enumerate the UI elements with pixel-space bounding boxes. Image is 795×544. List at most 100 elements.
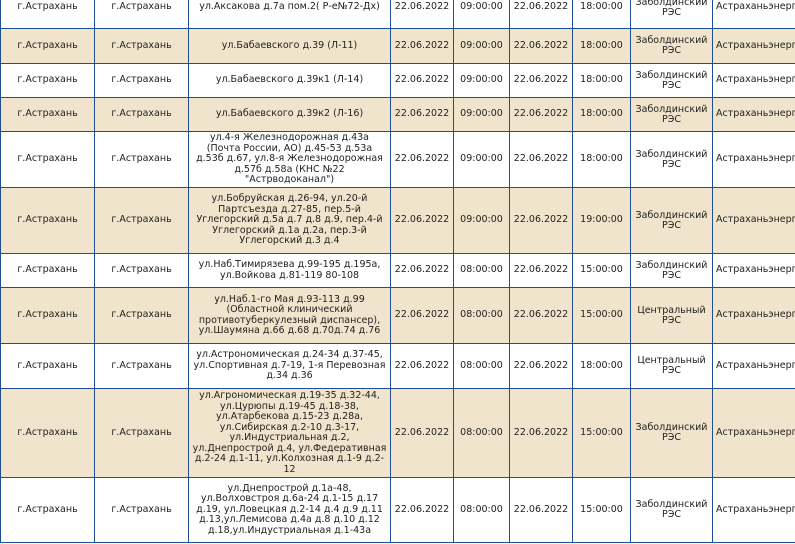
end-date-cell: 22.06.2022	[509, 131, 573, 188]
end-date-cell: 22.06.2022	[509, 253, 573, 288]
end-date-cell: 22.06.2022	[509, 477, 573, 543]
address-cell: ул.Аксакова д.7а пом.2( Р-е№72-Дх)	[188, 0, 391, 29]
start-date-cell: 22.06.2022	[390, 63, 454, 98]
end-date-cell: 22.06.2022	[509, 287, 573, 344]
city-cell: г.Астрахань	[0, 343, 95, 389]
address-cell: ул.Бабаевского д.39 (Л-11)	[188, 28, 391, 64]
end-date-cell: 22.06.2022	[509, 187, 573, 254]
organization-cell: Астраханьэнерго	[712, 28, 795, 64]
start-time-cell: 09:00:00	[453, 63, 510, 98]
start-time-cell: 08:00:00	[453, 253, 510, 288]
start-date-cell: 22.06.2022	[390, 28, 454, 64]
start-date-cell: 22.06.2022	[390, 97, 454, 132]
res-cell: Заболдинский РЭС	[630, 63, 713, 98]
table-row: г.Астрахань г.Астрахань ул.Бабаевского д.3…	[0, 28, 795, 64]
end-time-cell: 15:00:00	[572, 287, 631, 344]
address-cell: ул.Бабаевского д.39к2 (Л-16)	[188, 97, 391, 132]
city-cell: г.Астрахань	[0, 63, 95, 98]
end-time-cell: 15:00:00	[572, 477, 631, 543]
table-row: г.Астрахань г.Астрахань ул.Бобруйская д.26…	[0, 187, 795, 254]
start-time-cell: 08:00:00	[453, 388, 510, 478]
organization-cell: Астраханьэнерго	[712, 0, 795, 29]
organization-cell: Астраханьэнерго	[712, 187, 795, 254]
end-time-cell: 19:00:00	[572, 187, 631, 254]
district-cell: г.Астрахань	[94, 477, 189, 543]
end-date-cell: 22.06.2022	[509, 97, 573, 132]
start-date-cell: 22.06.2022	[390, 0, 454, 29]
organization-cell: Астраханьэнерго	[712, 97, 795, 132]
res-cell: Заболдинский РЭС	[630, 0, 713, 29]
start-time-cell: 09:00:00	[453, 131, 510, 188]
table-row: г.Астрахань г.Астрахань ул.Наб.Тимирязева …	[0, 253, 795, 288]
end-date-cell: 22.06.2022	[509, 63, 573, 98]
start-time-cell: 08:00:00	[453, 477, 510, 543]
end-date-cell: 22.06.2022	[509, 343, 573, 389]
district-cell: г.Астрахань	[94, 388, 189, 478]
end-time-cell: 18:00:00	[572, 131, 631, 188]
address-cell: ул.4-я Железнодорожная д.43а (Почта Росс…	[188, 131, 391, 188]
res-cell: Центральный РЭС	[630, 343, 713, 389]
end-time-cell: 15:00:00	[572, 388, 631, 478]
address-cell: ул.Бабаевского д.39к1 (Л-14)	[188, 63, 391, 98]
city-cell: г.Астрахань	[0, 0, 95, 29]
start-time-cell: 09:00:00	[453, 28, 510, 64]
end-time-cell: 18:00:00	[572, 343, 631, 389]
organization-cell: Астраханьэнерго	[712, 388, 795, 478]
table-row: г.Астрахань г.Астрахань ул.Бабаевского д.3…	[0, 97, 795, 132]
city-cell: г.Астрахань	[0, 287, 95, 344]
res-cell: Центральный РЭС	[630, 287, 713, 344]
address-cell: ул.Астрономическая д.24-34 д.37-45, ул.С…	[188, 343, 391, 389]
city-cell: г.Астрахань	[0, 187, 95, 254]
table-row: г.Астрахань г.Астрахань ул.Бабаевского д.3…	[0, 63, 795, 98]
address-cell: ул.Бобруйская д.26-94, ул.20-й Партсъезд…	[188, 187, 391, 254]
organization-cell: Астраханьэнерго	[712, 477, 795, 543]
res-cell: Заболдинский РЭС	[630, 388, 713, 478]
res-cell: Заболдинский РЭС	[630, 187, 713, 254]
address-cell: ул.Агрономическая д.19-35 д.32-44, ул.Цу…	[188, 388, 391, 478]
res-cell: Заболдинский РЭС	[630, 477, 713, 543]
city-cell: г.Астрахань	[0, 131, 95, 188]
city-cell: г.Астрахань	[0, 253, 95, 288]
district-cell: г.Астрахань	[94, 0, 189, 29]
district-cell: г.Астрахань	[94, 343, 189, 389]
start-time-cell: 09:00:00	[453, 0, 510, 29]
end-time-cell: 18:00:00	[572, 28, 631, 64]
district-cell: г.Астрахань	[94, 28, 189, 64]
start-date-cell: 22.06.2022	[390, 187, 454, 254]
res-cell: Заболдинский РЭС	[630, 97, 713, 132]
end-date-cell: 22.06.2022	[509, 388, 573, 478]
district-cell: г.Астрахань	[94, 131, 189, 188]
res-cell: Заболдинский РЭС	[630, 253, 713, 288]
table-row: г.Астрахань г.Астрахань ул.Астрономическая…	[0, 343, 795, 389]
table-row: г.Астрахань г.Астрахань ул.Аксакова д.7а п…	[0, 0, 795, 29]
end-date-cell: 22.06.2022	[509, 0, 573, 29]
district-cell: г.Астрахань	[94, 253, 189, 288]
start-date-cell: 22.06.2022	[390, 388, 454, 478]
address-cell: ул.Наб.Тимирязева д.99-195 д.195а, ул.Во…	[188, 253, 391, 288]
city-cell: г.Астрахань	[0, 97, 95, 132]
address-cell: ул.Наб.1-го Мая д.93-113 д.99 (Областной…	[188, 287, 391, 344]
city-cell: г.Астрахань	[0, 388, 95, 478]
city-cell: г.Астрахань	[0, 477, 95, 543]
end-time-cell: 15:00:00	[572, 253, 631, 288]
table-row: г.Астрахань г.Астрахань ул.Наб.1-го Мая д.…	[0, 287, 795, 344]
organization-cell: Астраханьэнерго	[712, 343, 795, 389]
start-date-cell: 22.06.2022	[390, 287, 454, 344]
start-date-cell: 22.06.2022	[390, 477, 454, 543]
end-time-cell: 18:00:00	[572, 63, 631, 98]
organization-cell: Астраханьэнерго	[712, 287, 795, 344]
district-cell: г.Астрахань	[94, 287, 189, 344]
organization-cell: Астраханьэнерго	[712, 63, 795, 98]
start-time-cell: 08:00:00	[453, 343, 510, 389]
district-cell: г.Астрахань	[94, 187, 189, 254]
organization-cell: Астраханьэнерго	[712, 253, 795, 288]
city-cell: г.Астрахань	[0, 28, 95, 64]
start-time-cell: 09:00:00	[453, 97, 510, 132]
district-cell: г.Астрахань	[94, 97, 189, 132]
address-cell: ул.Днепрострой д.1а-48, ул.Волховстроя д…	[188, 477, 391, 543]
start-date-cell: 22.06.2022	[390, 253, 454, 288]
end-time-cell: 18:00:00	[572, 97, 631, 132]
